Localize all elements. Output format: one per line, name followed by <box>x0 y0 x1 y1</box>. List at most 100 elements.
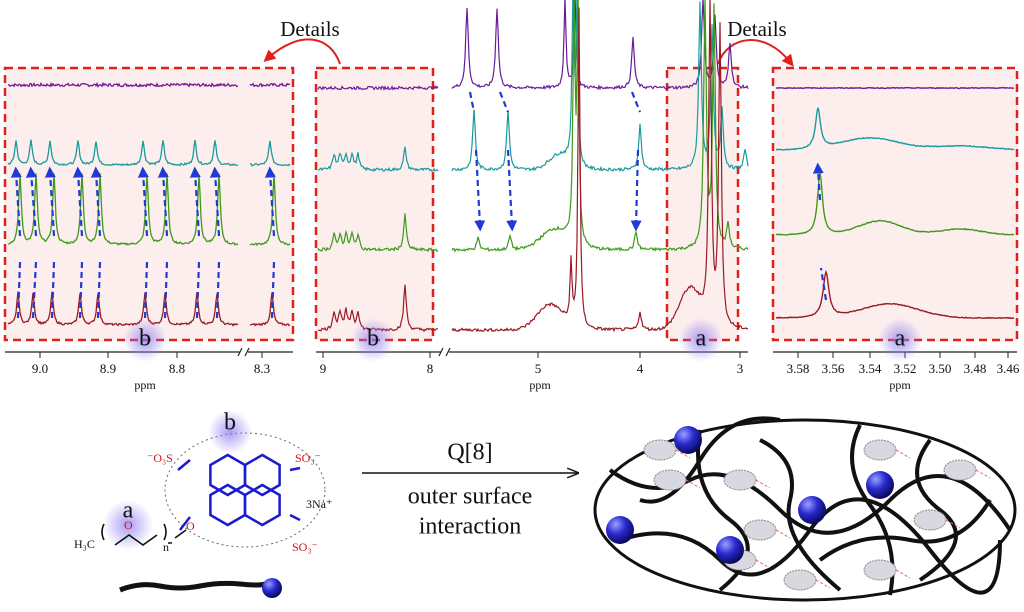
spectrum <box>775 107 1015 151</box>
polymer-chain <box>818 498 992 562</box>
spectrum <box>317 0 749 253</box>
bond <box>177 459 301 531</box>
tick-label: 4 <box>637 361 644 376</box>
callout-label: Details <box>727 17 786 41</box>
network <box>593 416 1017 602</box>
tick-label: 8.3 <box>254 361 270 376</box>
chem-label: n <box>163 540 169 554</box>
reagent: Q[8] <box>447 440 492 466</box>
tick-label: 3 <box>737 361 744 376</box>
shift-arrow <box>819 267 828 301</box>
region-label: b <box>139 326 151 352</box>
region-label: b <box>224 410 236 436</box>
glow <box>351 318 395 362</box>
axis-label: ppm <box>889 378 911 392</box>
shift-arrow <box>10 166 22 237</box>
glow <box>123 318 167 362</box>
spectrum <box>775 86 1014 90</box>
tick-label: 3.48 <box>964 361 987 376</box>
spectrum <box>7 139 291 167</box>
molecule <box>101 410 326 598</box>
detail-box <box>771 66 1019 342</box>
spectrum <box>317 0 749 173</box>
host <box>783 569 817 591</box>
axis-label: ppm <box>134 378 156 392</box>
host <box>863 439 897 461</box>
shift-arrow <box>474 149 486 232</box>
host <box>743 519 777 541</box>
tick-marks <box>39 352 1009 358</box>
tick-label: 3.46 <box>997 361 1020 376</box>
shift-arrow <box>264 166 276 237</box>
spectrum <box>7 81 291 88</box>
shift-arrows <box>10 91 828 319</box>
region-box <box>314 66 435 342</box>
tick-label: 3.50 <box>929 361 952 376</box>
guest <box>716 536 744 564</box>
chem-label: O <box>186 519 195 533</box>
shift-arrow <box>189 166 201 237</box>
tick-label: 5 <box>535 361 542 376</box>
ring <box>243 453 281 497</box>
glow <box>679 318 723 362</box>
interaction <box>975 469 991 479</box>
guest <box>606 516 634 544</box>
shift-arrow <box>157 166 169 237</box>
spectrum <box>775 172 1015 236</box>
interaction <box>775 529 791 539</box>
ring <box>209 483 247 527</box>
shift-arrow <box>72 166 84 237</box>
chem-label: H₃C <box>74 537 95 551</box>
region-label: b <box>367 326 379 352</box>
shift-arrow <box>630 91 642 113</box>
shift-arrow <box>90 166 102 237</box>
condition: interaction <box>419 514 522 540</box>
host <box>913 509 947 531</box>
tick-label: 3.54 <box>859 361 882 376</box>
ring <box>209 453 247 497</box>
shift-arrow <box>25 166 38 237</box>
host <box>653 469 687 491</box>
tick-label: 8 <box>427 361 434 376</box>
polymer-chain <box>639 416 781 504</box>
chem-label: O <box>124 518 133 532</box>
interaction <box>675 449 691 459</box>
callout-arrow <box>717 39 794 67</box>
tick-label: 3.58 <box>787 361 810 376</box>
host <box>723 469 757 491</box>
ring <box>243 483 281 527</box>
shift-arrow <box>812 162 824 201</box>
chem-label: ⁻O₃S <box>147 451 173 465</box>
host <box>943 459 977 481</box>
shift-arrow <box>137 166 149 237</box>
tick-label: 3.52 <box>894 361 917 376</box>
guest <box>674 426 702 454</box>
guest <box>798 496 826 524</box>
shift-arrow <box>209 166 221 237</box>
callout-arrow <box>263 38 341 65</box>
spectra <box>7 0 1015 333</box>
region-label: a <box>895 326 906 352</box>
host <box>643 439 677 461</box>
polymer-chain <box>759 438 842 592</box>
shift-arrow <box>506 149 518 232</box>
interaction <box>755 479 771 489</box>
region-label: a <box>123 498 134 524</box>
spectrum <box>7 291 291 327</box>
chem-label: 3Na⁺ <box>306 497 332 511</box>
glow <box>878 318 922 362</box>
shift-arrow <box>630 149 642 232</box>
interaction <box>945 519 961 529</box>
shift-arrow <box>44 166 56 237</box>
callout-label: Details <box>280 17 339 41</box>
axis-label: ppm <box>529 378 551 392</box>
spectrum <box>775 269 1015 320</box>
shift-arrow <box>498 91 510 113</box>
condition: outer surface <box>408 484 533 510</box>
tick-label: 3.56 <box>822 361 845 376</box>
interaction <box>815 579 831 589</box>
tick-label: 8.8 <box>169 361 185 376</box>
chem-label: SO₃⁻ <box>295 451 321 465</box>
